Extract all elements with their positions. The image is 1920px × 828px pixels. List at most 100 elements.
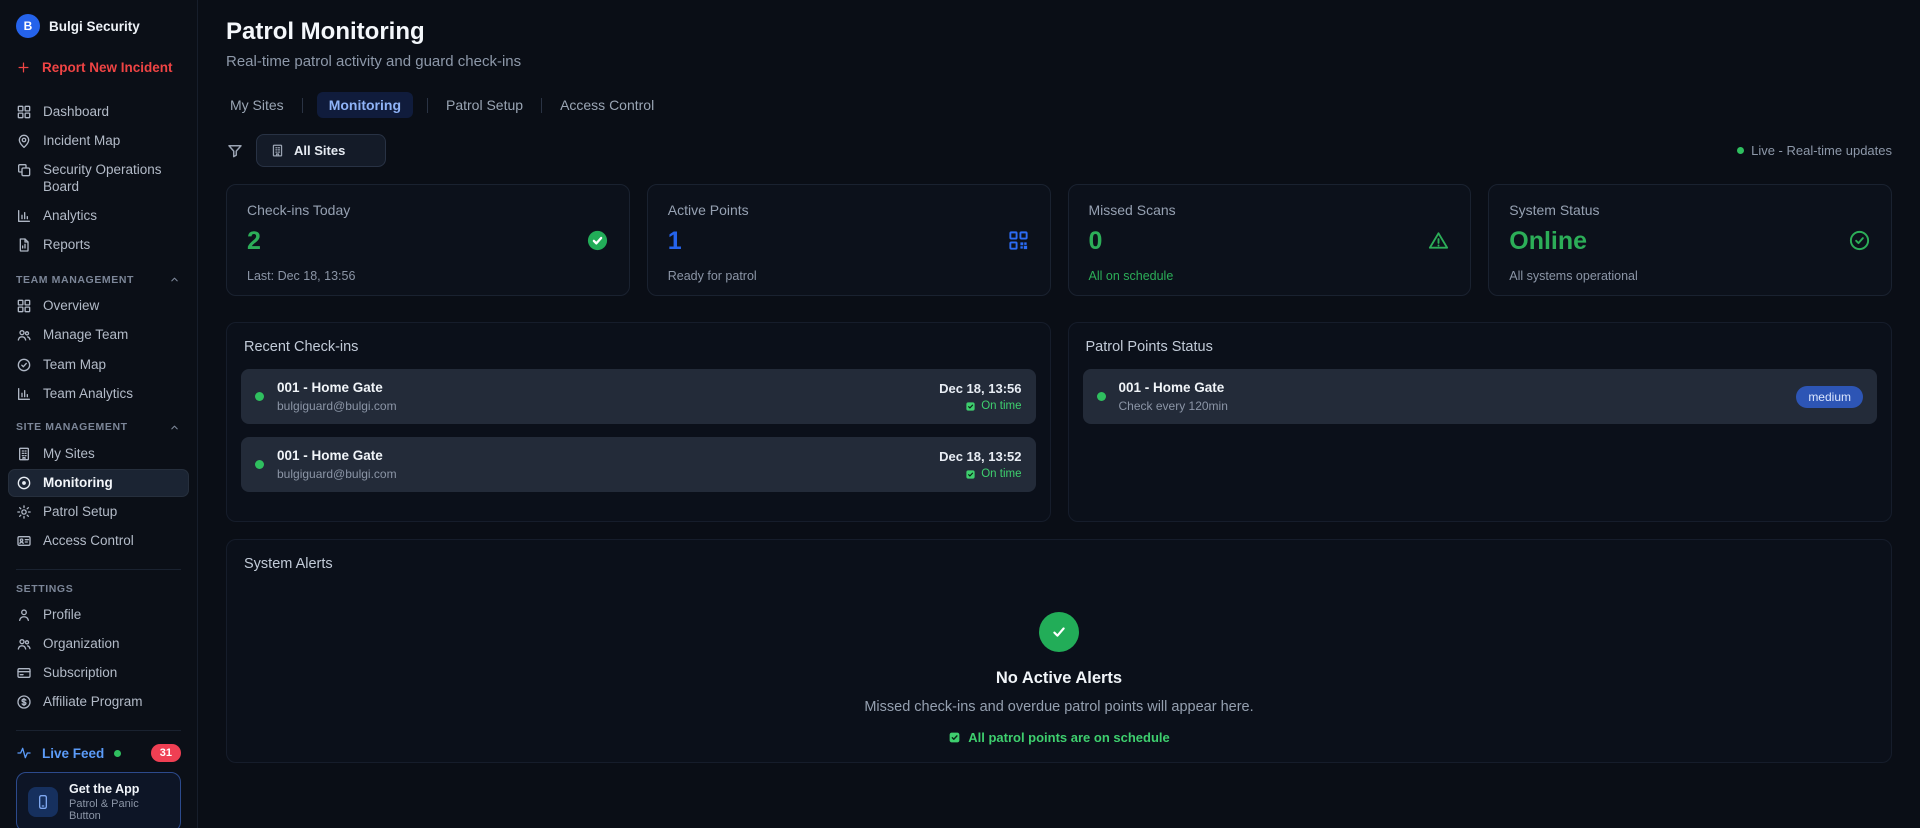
sidebar-item-manage-team[interactable]: Manage Team xyxy=(8,321,189,349)
check-square-icon xyxy=(948,731,961,744)
checkin-email: bulgiguard@bulgi.com xyxy=(277,467,397,481)
checkin-row[interactable]: 001 - Home Gate bulgiguard@bulgi.com Dec… xyxy=(241,369,1036,424)
smartphone-icon xyxy=(28,787,58,818)
checkin-email: bulgiguard@bulgi.com xyxy=(277,399,397,413)
main-content: Patrol Monitoring Real-time patrol activ… xyxy=(198,0,1920,828)
brand-name: Bulgi Security xyxy=(49,18,140,34)
tab-access-control[interactable]: Access Control xyxy=(560,97,655,113)
status-dot-icon xyxy=(255,460,264,469)
recent-checkins-title: Recent Check-ins xyxy=(244,339,359,355)
sidebar-divider xyxy=(16,730,181,732)
check-circle-outline-icon xyxy=(1848,229,1871,252)
chevron-up-icon xyxy=(168,421,181,434)
get-the-app-button[interactable]: Get the App Patrol & Panic Button xyxy=(16,772,181,828)
patrol-points-list: 001 - Home Gate Check every 120min mediu… xyxy=(1082,369,1877,424)
report-new-incident-button[interactable]: Report New Incident xyxy=(16,60,181,75)
sidebar-item-patrol-setup[interactable]: Patrol Setup xyxy=(8,498,189,526)
dollar-circle-icon xyxy=(16,694,32,710)
checkin-row[interactable]: 001 - Home Gate bulgiguard@bulgi.com Dec… xyxy=(241,437,1036,492)
sidebar-item-team-map[interactable]: Team Map xyxy=(8,351,189,379)
patrol-points-panel: Patrol Points Status 001 - Home Gate Che… xyxy=(1067,322,1892,522)
sidebar-item-analytics[interactable]: Analytics xyxy=(8,202,189,230)
sidebar-item-access-control[interactable]: Access Control xyxy=(8,527,189,555)
patrol-points-title: Patrol Points Status xyxy=(1085,339,1213,355)
get-app-title: Get the App xyxy=(69,782,140,797)
section-label: TEAM MANAGEMENT xyxy=(16,273,135,286)
sidebar-divider xyxy=(16,568,181,570)
alerts-footer-note: All patrol points are on schedule xyxy=(948,730,1170,745)
filter-funnel-icon[interactable] xyxy=(226,142,244,160)
bar-chart-icon xyxy=(16,386,32,402)
stats-row: Check-ins Today 2 Last: Dec 18, 13:56 Ac… xyxy=(226,184,1892,296)
checkin-name: 001 - Home Gate xyxy=(277,448,383,463)
tab-my-sites[interactable]: My Sites xyxy=(230,97,284,113)
sidebar-item-incident-map[interactable]: Incident Map xyxy=(8,127,189,155)
credit-card-icon xyxy=(16,665,32,681)
check-square-icon xyxy=(965,401,976,412)
checkin-status-badge: On time xyxy=(939,468,1022,480)
section-header-settings[interactable]: SETTINGS xyxy=(16,583,181,595)
stat-card-active-points: Active Points 1 Ready for patrol xyxy=(646,184,1051,296)
sidebar-item-profile[interactable]: Profile xyxy=(8,601,189,629)
stat-title: Missed Scans xyxy=(1088,202,1176,218)
stat-title: System Status xyxy=(1509,202,1600,218)
chevron-up-icon xyxy=(168,273,181,286)
system-alerts-panel: System Alerts No Active Alerts Missed ch… xyxy=(226,539,1892,763)
status-dot-icon xyxy=(1096,392,1106,401)
id-card-icon xyxy=(16,533,32,549)
activity-icon xyxy=(16,745,32,761)
page-title: Patrol Monitoring xyxy=(226,18,425,45)
priority-badge: medium xyxy=(1796,385,1863,408)
sidebar-item-team-analytics[interactable]: Team Analytics xyxy=(8,380,189,408)
checkin-status-badge: On time xyxy=(939,400,1022,412)
checkin-time: Dec 18, 13:56 xyxy=(939,381,1022,396)
stat-title: Active Points xyxy=(667,202,749,218)
map-pin-icon xyxy=(16,133,32,149)
sidebar-item-subscription[interactable]: Subscription xyxy=(8,659,189,687)
sidebar-item-monitoring[interactable]: Monitoring xyxy=(8,469,189,498)
stat-card-system-status: System Status Online All systems operati… xyxy=(1488,184,1892,296)
sidebar-item-live-feed[interactable]: Live Feed 31 xyxy=(16,740,181,772)
site-filter-value: All Sites xyxy=(294,143,346,158)
check-circle-icon xyxy=(1039,612,1079,652)
live-updates-indicator: Live - Real-time updates xyxy=(1737,143,1892,158)
sidebar-item-security-operations-board[interactable]: Security Operations Board xyxy=(8,156,189,200)
file-chart-icon xyxy=(16,237,32,253)
tab-separator xyxy=(301,97,303,113)
system-alerts-title: System Alerts xyxy=(244,556,333,572)
stat-subtitle: Last: Dec 18, 13:56 xyxy=(247,269,356,283)
live-feed-label: Live Feed xyxy=(42,745,105,761)
warning-triangle-icon xyxy=(1427,229,1450,252)
sidebar-item-affiliate-program[interactable]: Affiliate Program xyxy=(8,688,189,716)
get-app-subtitle: Patrol & Panic Button xyxy=(69,798,139,823)
tab-separator xyxy=(541,97,543,113)
sidebar-item-overview[interactable]: Overview xyxy=(8,292,189,320)
live-feed-badge: 31 xyxy=(150,744,181,763)
sidebar-item-my-sites[interactable]: My Sites xyxy=(8,440,189,468)
stat-title: Check-ins Today xyxy=(247,202,351,218)
sidebar-item-reports[interactable]: Reports xyxy=(8,231,189,259)
live-dot-icon xyxy=(114,749,122,757)
sidebar-item-organization[interactable]: Organization xyxy=(8,630,189,658)
site-filter-dropdown[interactable]: All Sites xyxy=(256,134,387,167)
stat-subtitle: All on schedule xyxy=(1088,269,1174,283)
stat-value: Online xyxy=(1509,227,1588,255)
patrol-point-row[interactable]: 001 - Home Gate Check every 120min mediu… xyxy=(1082,369,1877,424)
stat-value: 2 xyxy=(247,227,261,255)
live-dot-icon xyxy=(1737,147,1745,154)
section-header-team-management[interactable]: TEAM MANAGEMENT xyxy=(16,273,181,286)
users-icon xyxy=(16,327,32,343)
check-circle-filled-icon xyxy=(586,229,609,252)
check-square-icon xyxy=(965,469,976,480)
badge-check-icon xyxy=(16,357,32,373)
tab-monitoring[interactable]: Monitoring xyxy=(316,92,413,118)
tab-patrol-setup[interactable]: Patrol Setup xyxy=(446,97,524,113)
section-label: SITE MANAGEMENT xyxy=(16,421,128,434)
brand[interactable]: B Bulgi Security xyxy=(16,14,181,38)
sidebar-item-dashboard[interactable]: Dashboard xyxy=(8,98,189,126)
grid-icon xyxy=(16,104,32,120)
section-header-site-management[interactable]: SITE MANAGEMENT xyxy=(16,421,181,434)
checkin-name: 001 - Home Gate xyxy=(277,380,383,395)
stat-subtitle: All systems operational xyxy=(1509,269,1638,283)
grid-icon xyxy=(16,298,32,314)
